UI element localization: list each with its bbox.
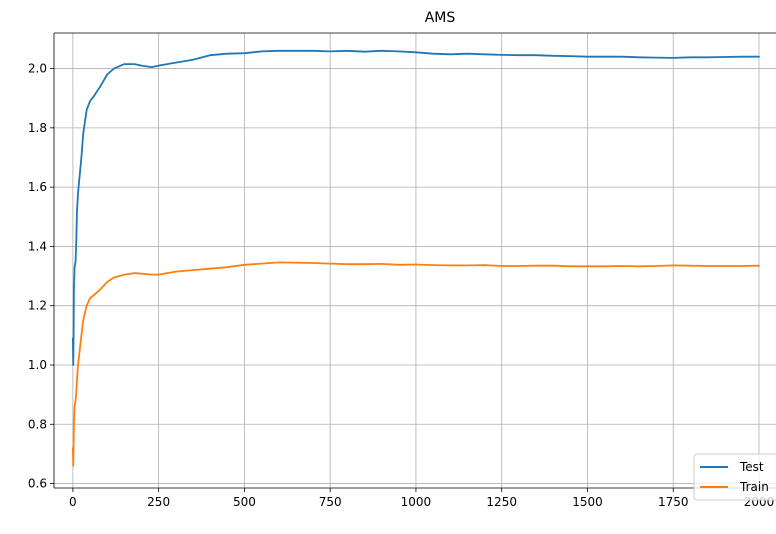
- legend-box: [693, 453, 776, 501]
- y-tick-label: 1.4: [28, 239, 47, 253]
- series-line-test: [72, 49, 760, 366]
- x-tick-label: 0: [69, 495, 77, 509]
- y-tick-label: 1.6: [28, 180, 47, 194]
- grid-layer: [54, 33, 776, 488]
- y-tick-label: 2.0: [28, 62, 47, 76]
- x-tick-label: 1250: [486, 495, 517, 509]
- x-tick-label: 1000: [401, 495, 432, 509]
- series-layer: [72, 49, 760, 467]
- x-tick-label: 250: [147, 495, 170, 509]
- series-line-train: [72, 261, 760, 467]
- chart-title: AMS: [425, 10, 456, 26]
- x-tick-label: 750: [319, 495, 342, 509]
- legend-label-train: Train: [739, 480, 769, 494]
- y-tick-label: 0.6: [28, 477, 47, 491]
- x-tick-label: 1750: [658, 495, 689, 509]
- legend-label-test: Test: [739, 460, 764, 474]
- y-tick-label: 0.8: [28, 417, 47, 431]
- y-tick-label: 1.8: [28, 121, 47, 135]
- y-tick-label: 1.2: [28, 299, 47, 313]
- axes-layer: 0 250 500 750 1000 1250 1500 1750 20000.60.81.01…: [28, 32, 776, 509]
- x-tick-label: 1500: [572, 495, 603, 509]
- legend: Test Train: [693, 453, 776, 501]
- x-tick-label: 500: [233, 495, 256, 509]
- y-tick-label: 1.0: [28, 358, 47, 372]
